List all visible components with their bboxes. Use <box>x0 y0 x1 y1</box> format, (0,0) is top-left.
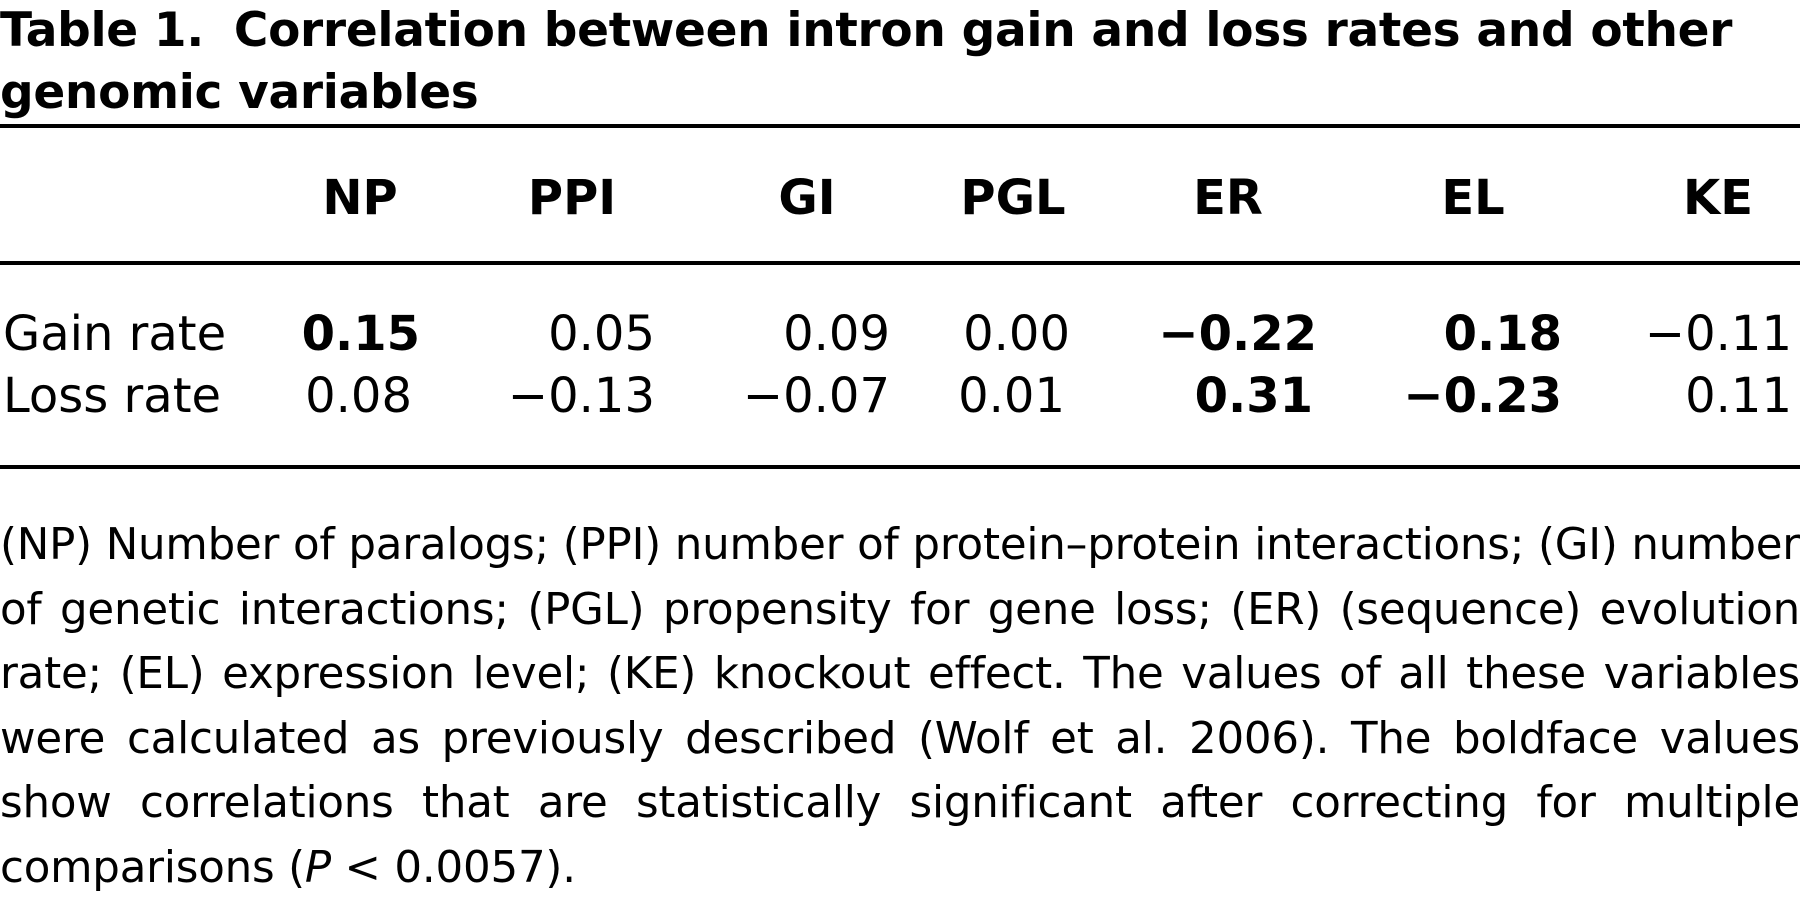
gain-np-value: 0.15 <box>301 306 420 362</box>
gain-gi-value: 0.09 <box>783 306 890 362</box>
table-title: Correlation between intron gain and loss… <box>0 3 1733 120</box>
header-rule <box>0 261 1800 265</box>
footnote-threshold: < 0.0057). <box>330 842 576 893</box>
column-header-er: ER <box>1193 170 1263 226</box>
gain-ke-value: −0.11 <box>1644 306 1792 362</box>
table-footnote: (NP) Number of paralogs; (PPI) number of… <box>0 513 1800 900</box>
loss-el-value: −0.23 <box>1403 368 1562 424</box>
top-rule <box>0 124 1800 128</box>
footnote-text: (NP) Number of paralogs; (PPI) number of… <box>0 520 1800 893</box>
column-header-el: EL <box>1441 170 1505 226</box>
gain-er-value: −0.22 <box>1158 306 1317 362</box>
column-header-pgl: PGL <box>960 170 1066 226</box>
column-header-np: NP <box>322 170 398 226</box>
column-header-gi: GI <box>778 170 836 226</box>
column-header-ppi: PPI <box>527 170 617 226</box>
loss-gi-value: −0.07 <box>742 368 890 424</box>
gain-ppi-value: 0.05 <box>548 306 655 362</box>
gain-el-value: 0.18 <box>1443 306 1562 362</box>
loss-ppi-value: −0.13 <box>507 368 655 424</box>
bottom-rule <box>0 465 1800 469</box>
loss-er-value: 0.31 <box>1194 368 1313 424</box>
row-label-loss-rate: Loss rate <box>3 368 222 424</box>
row-label-gain-rate: Gain rate <box>3 306 227 362</box>
loss-pgl-value: 0.01 <box>958 368 1065 424</box>
loss-np-value: 0.08 <box>305 368 412 424</box>
table-caption: Table 1. Correlation between intron gain … <box>0 0 1800 124</box>
table-label: Table 1. <box>0 3 204 58</box>
loss-ke-value: 0.11 <box>1685 368 1792 424</box>
column-header-ke: KE <box>1683 170 1753 226</box>
footnote-p-symbol: P <box>304 842 331 893</box>
gain-pgl-value: 0.00 <box>963 306 1070 362</box>
